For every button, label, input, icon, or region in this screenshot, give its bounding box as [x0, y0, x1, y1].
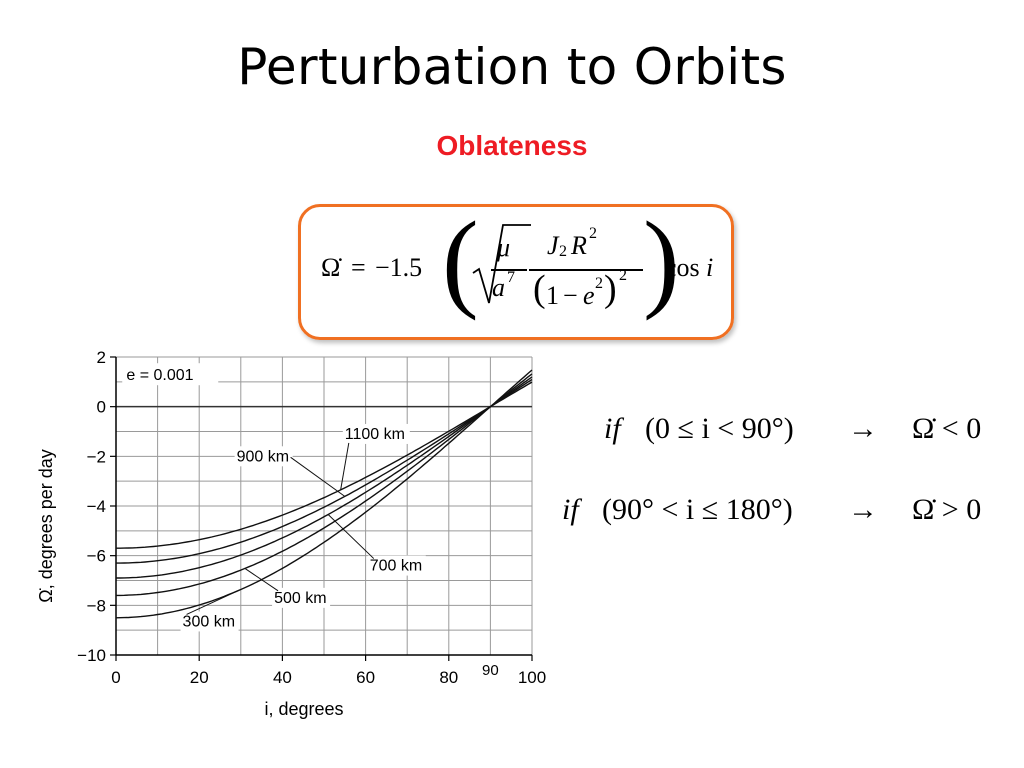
series-500km	[116, 373, 533, 597]
series-900km	[116, 378, 533, 564]
denom-open-paren: (	[533, 268, 546, 310]
label-900km-bg	[234, 446, 293, 467]
label-300km-bg	[180, 611, 239, 632]
x-tick-label: 100	[518, 668, 546, 687]
x-tick-label: 60	[356, 668, 375, 687]
x-tick-label: 40	[273, 668, 292, 687]
formula-J-subscript: 2	[559, 243, 567, 260]
formula-a: a	[492, 273, 505, 302]
y-tick-label: −10	[77, 646, 106, 665]
formula-cos: cos	[665, 253, 700, 282]
x-tick-label-90: 90	[482, 662, 499, 679]
main-fraction-line	[529, 269, 643, 271]
label-300km-leader	[186, 589, 242, 615]
mu-fraction-line	[491, 269, 527, 271]
condition-2-range: (90° < i ≤ 180°)	[602, 493, 793, 526]
label-700km: 700 km	[370, 558, 422, 575]
condition-if: if	[562, 493, 579, 526]
label-300km: 300 km	[183, 613, 235, 630]
formula-one: 1	[546, 281, 559, 310]
y-tick-label: −4	[87, 497, 106, 516]
label-900km: 900 km	[237, 448, 289, 465]
chart-lines	[115, 369, 533, 619]
label-1100km-bg	[342, 423, 410, 444]
formula-J: J	[547, 231, 559, 260]
slide-subtitle: Oblateness	[436, 130, 588, 161]
denom-close-paren: )	[604, 268, 617, 310]
x-tick-label: 80	[439, 668, 458, 687]
formula-R: R	[571, 231, 587, 260]
condition-row-1: if	[604, 412, 621, 446]
formula-i: i	[706, 253, 714, 282]
condition-1-result: Ω̇ < 0	[912, 412, 982, 445]
annotation-bg	[122, 363, 219, 386]
label-500km-leader	[244, 568, 279, 592]
condition-1-range: (0 ≤ i < 90°)	[645, 412, 794, 445]
formula-open-paren: (	[442, 199, 479, 321]
slide-title: Perturbation to Orbits	[237, 38, 787, 96]
condition-row-2: if	[562, 493, 579, 527]
x-axis-label: i, degrees	[264, 699, 343, 719]
label-700km-leader	[327, 514, 375, 559]
formula-denominator-exponent: 2	[619, 267, 627, 284]
formula-R-exponent: 2	[589, 225, 597, 242]
formula-omega-dot: Ω̇	[321, 253, 341, 282]
formula-e-exponent: 2	[595, 275, 603, 292]
sqrt-symbol	[472, 224, 531, 304]
series-700km	[116, 376, 533, 579]
label-1100km: 1100 km	[345, 426, 405, 443]
chart-axes	[110, 356, 533, 661]
label-500km-bg	[272, 587, 331, 608]
condition-2-arrow: →	[848, 493, 878, 526]
annotation-eccentricity: e = 0.001	[126, 367, 193, 384]
y-tick-label: −6	[87, 547, 106, 566]
formula-minus: −	[563, 281, 578, 310]
formula-mu: μ	[497, 233, 511, 262]
x-tick-label: 0	[111, 668, 120, 687]
x-tick-label: 20	[190, 668, 209, 687]
series-300km	[115, 369, 533, 619]
y-axis-label: Ω̇, degrees per day	[36, 449, 56, 603]
y-tick-label: 2	[97, 348, 106, 367]
condition-1-arrow: →	[848, 412, 878, 445]
formula-a-exponent: 7	[507, 269, 515, 286]
formula-coefficient: −1.5	[375, 253, 423, 282]
y-tick-label: −8	[87, 596, 106, 615]
condition-if: if	[604, 412, 621, 445]
condition-2-result: Ω̇ > 0	[912, 493, 982, 526]
label-500km: 500 km	[274, 590, 326, 607]
y-tick-label: 0	[97, 398, 106, 417]
y-tick-label: −2	[87, 447, 106, 466]
formula-equals: =	[351, 253, 366, 282]
series-1100km	[116, 381, 533, 549]
label-900km-leader	[290, 456, 346, 497]
label-1100km-leader	[340, 442, 350, 490]
label-700km-bg	[367, 555, 426, 576]
formula-close-paren: )	[643, 199, 680, 321]
formula-e: e	[583, 281, 595, 310]
formula-box: Ω̇ = −1.5 ( μ a 7 J 2 R 2 ( 1 − e 2 ) 2 …	[298, 204, 734, 340]
